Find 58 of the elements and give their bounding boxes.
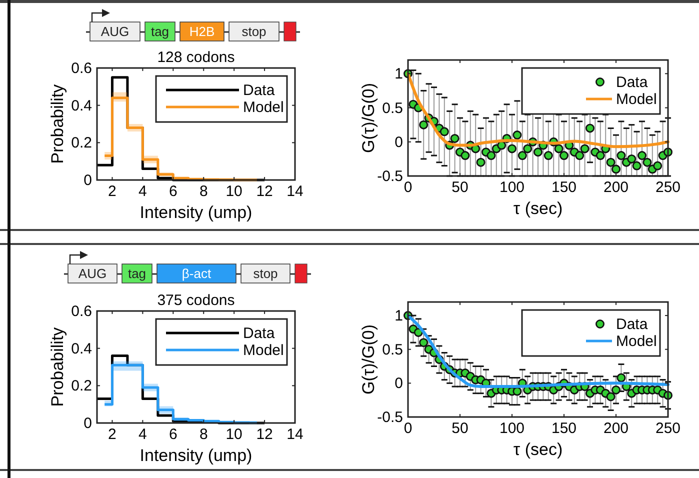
x-tick-label: 250 (655, 420, 681, 437)
x-tick-label: 150 (551, 179, 577, 196)
x-tick-label: 100 (499, 420, 525, 437)
legend-label: Model (243, 99, 284, 116)
y-tick-label: 1 (394, 308, 403, 325)
x-axis-title: τ (sec) (513, 199, 563, 218)
y-tick-label: 0.4 (71, 340, 92, 358)
gene-construct-diagram: AUG tag H2B stop (86, 9, 300, 42)
x-tick-label: 14 (286, 426, 304, 443)
y-axis-title: Probability (48, 84, 67, 164)
legend-label: Data (616, 74, 648, 91)
x-axis-title: Intensity (ump) (140, 203, 252, 222)
x-tick-label: 100 (499, 179, 525, 196)
x-tick-label: 6 (168, 183, 178, 200)
y-tick-label: 0.5 (382, 100, 403, 117)
y-tick-label: 0.4 (71, 97, 92, 114)
x-tick-label: 6 (168, 426, 178, 443)
x-tick-label: 200 (603, 179, 629, 196)
legend-label: Data (243, 325, 276, 342)
x-tick-label: 4 (138, 426, 147, 443)
x-axis-title: Intensity (ump) (140, 446, 252, 465)
x-tick-label: 150 (551, 420, 577, 437)
y-tick-label: 0 (394, 134, 403, 151)
x-tick-label: 14 (286, 183, 304, 200)
x-tick-label: 8 (199, 426, 208, 443)
y-tick-label: 0.5 (382, 341, 403, 358)
y-axis-title: G(τ)/G(0) (359, 324, 378, 394)
y-tick-label: -0.5 (377, 409, 403, 426)
x-tick-label: 4 (138, 183, 147, 200)
legend-label: Data (243, 82, 276, 99)
x-axis-title: τ (sec) (513, 440, 563, 459)
y-tick-label: 1 (394, 66, 403, 83)
y-tick-label: 0.2 (71, 378, 92, 395)
x-tick-label: 10 (226, 183, 242, 200)
y-axis-title: Probability (48, 326, 67, 407)
legend-label: Model (616, 333, 657, 350)
y-tick-label: -0.5 (377, 168, 403, 185)
legend-label: Model (243, 342, 284, 359)
x-tick-label: 2 (108, 426, 116, 443)
x-tick-label: 8 (199, 183, 208, 200)
x-tick-label: 12 (256, 183, 273, 200)
y-tick-label: 0.2 (71, 134, 92, 152)
legend-label: Model (616, 91, 657, 108)
x-tick-label: 200 (603, 420, 629, 437)
y-tick-label: 0 (394, 375, 403, 392)
chart-title: 128 codons (157, 49, 235, 66)
chart-title: 375 codons (157, 292, 235, 309)
x-tick-label: 2 (108, 183, 116, 200)
y-tick-label: 0.6 (71, 303, 92, 320)
gene-construct-diagram: AUG tag β-act stop (64, 251, 311, 284)
y-axis-title: G(τ)/G(0) (359, 83, 378, 153)
x-tick-label: 50 (452, 179, 468, 196)
y-tick-label: 0.6 (71, 60, 92, 77)
legend-label: Data (616, 316, 648, 333)
x-tick-label: 250 (655, 179, 681, 196)
x-tick-label: 12 (256, 426, 273, 443)
x-tick-label: 10 (226, 426, 242, 443)
x-tick-label: 50 (452, 420, 468, 437)
